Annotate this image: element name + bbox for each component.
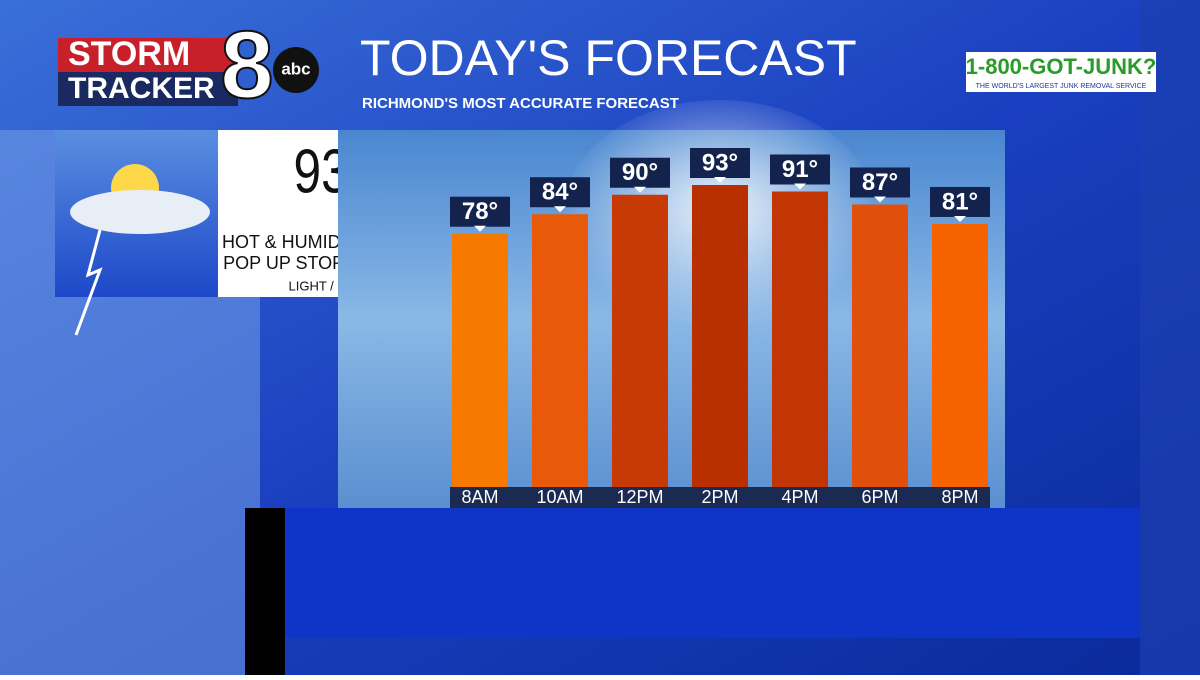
category-band [450, 487, 990, 508]
value-label: 90° [622, 159, 658, 186]
value-label-bg [930, 186, 990, 217]
logo-text: STORM [68, 35, 190, 73]
value-label: 84° [542, 179, 578, 206]
bar [692, 185, 748, 487]
x-tick-label: 4PM [781, 487, 818, 507]
value-label: 78° [462, 198, 498, 225]
sponsor-name: 1-800-GOT-JUNK? [966, 54, 1157, 79]
sponsor-tagline: THE WORLD'S LARGEST JUNK REMOVAL SERVICE [976, 83, 1147, 90]
value-label: 91° [782, 156, 818, 183]
deco [285, 508, 1140, 638]
bar [612, 194, 668, 487]
value-label-pointer [954, 215, 966, 222]
value-label-bg [610, 157, 670, 188]
value-label: 93° [702, 149, 738, 176]
value-label-bg [850, 167, 910, 198]
x-tick-label: 12PM [616, 487, 663, 507]
value-label-pointer [714, 177, 726, 183]
chart-title: TODAY'S FORECAST [360, 30, 857, 86]
deco [1140, 0, 1200, 675]
cloud-icon [70, 190, 210, 234]
bar [452, 233, 508, 487]
value-label: 81° [942, 188, 978, 215]
value-label-bg [690, 148, 750, 178]
value-label-bg [530, 177, 590, 208]
bar [852, 204, 908, 487]
value-label-bg [770, 154, 830, 185]
value-label-pointer [474, 225, 486, 232]
logo-network: abc [281, 59, 310, 78]
value-label-pointer [554, 206, 566, 213]
sponsor: 1-800-GOT-JUNK? THE WORLD'S LARGEST JUNK… [966, 52, 1157, 92]
chart-subtitle: RICHMOND'S MOST ACCURATE FORECAST [362, 95, 679, 112]
value-label-pointer [874, 196, 886, 203]
x-tick-label: 8AM [461, 487, 498, 507]
bar [532, 214, 588, 487]
value-label-pointer [634, 186, 646, 193]
lightning-icon [74, 229, 103, 336]
bar [772, 191, 828, 487]
logo-text: TRACKER [68, 72, 215, 105]
x-tick-label: 10AM [536, 487, 583, 507]
value-label-bg [450, 196, 510, 227]
logo-number: 8 [220, 11, 273, 118]
logo: STORM TRACKER 8 abc [58, 10, 319, 119]
deco [245, 508, 285, 675]
bar [932, 223, 988, 487]
value-label: 87° [862, 169, 898, 196]
x-tick-label: 6PM [861, 487, 898, 507]
x-tick-label: 2PM [701, 487, 738, 507]
x-tick-label: 8PM [941, 487, 978, 507]
value-label-pointer [794, 183, 806, 190]
